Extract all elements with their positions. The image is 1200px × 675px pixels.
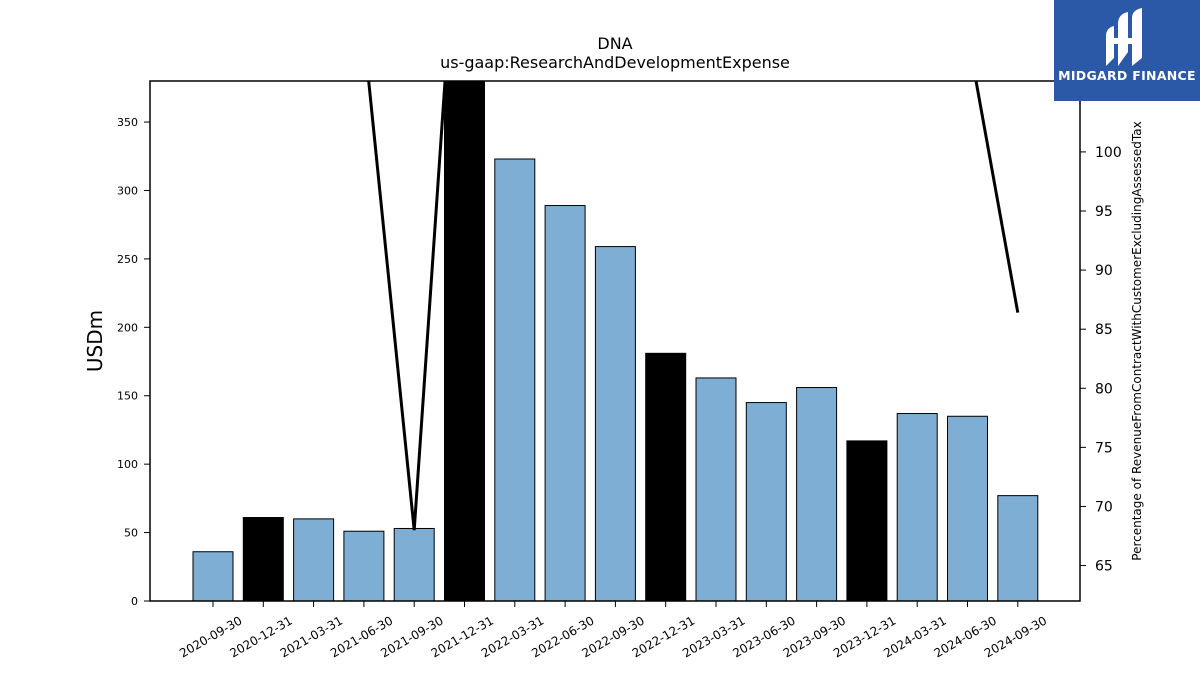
brand-name: MIDGARD FINANCE — [1058, 68, 1196, 83]
y-tick-label: 150 — [117, 390, 138, 403]
y2-tick-label: 75 — [1095, 440, 1113, 456]
bar — [896, 413, 938, 601]
y-axis-label: USDm — [83, 310, 107, 372]
y-tick-label: 100 — [117, 458, 138, 471]
bar — [494, 158, 536, 601]
y2-tick-label: 100 — [1095, 145, 1122, 161]
y2-axis-label: Percentage of RevenueFromContractWithCus… — [1130, 121, 1144, 560]
y2-tick-label: 95 — [1095, 204, 1113, 220]
bar — [796, 387, 838, 601]
bar — [192, 551, 234, 601]
y-tick-label: 50 — [124, 527, 138, 540]
y-tick-label: 350 — [117, 116, 138, 129]
bar — [594, 246, 636, 601]
bar — [242, 517, 284, 601]
y-tick-label: 300 — [117, 184, 138, 197]
bar — [544, 205, 586, 601]
brand-logo: MIDGARD FINANCE — [1054, 0, 1200, 101]
bar — [645, 352, 687, 601]
chart-subtitle: us-gaap:ResearchAndDevelopmentExpense — [440, 53, 790, 72]
bar — [444, 81, 485, 601]
y-tick-label: 250 — [117, 253, 138, 266]
y2-tick-label: 90 — [1095, 263, 1113, 279]
chart-title: DNA — [597, 34, 632, 53]
brand-mark-icon — [1106, 8, 1142, 66]
y2-tick-label: 80 — [1095, 381, 1113, 397]
bar — [393, 527, 435, 601]
y-tick-label: 0 — [131, 595, 138, 608]
y2-tick-label: 85 — [1095, 322, 1113, 338]
y-tick-label: 200 — [117, 321, 138, 334]
bar — [846, 440, 888, 601]
line-series-segment — [367, 81, 447, 531]
bar — [745, 402, 787, 601]
line-series-segment — [974, 81, 1020, 313]
bar — [947, 415, 988, 601]
bar — [343, 530, 385, 601]
bar — [997, 495, 1039, 601]
y2-tick-label: 65 — [1095, 559, 1113, 575]
y2-tick-label: 70 — [1095, 499, 1113, 515]
bar — [293, 518, 335, 601]
bar — [695, 377, 737, 601]
